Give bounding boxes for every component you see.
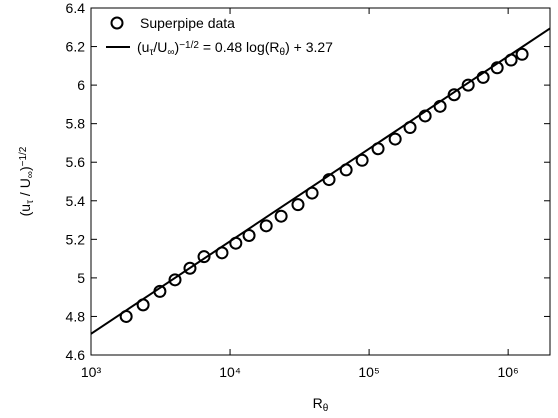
y-tick-label: 5.6 (66, 154, 86, 170)
data-point (515, 47, 529, 61)
text-part: ∞ (25, 171, 36, 178)
text-part: τ (25, 200, 36, 204)
data-point (197, 250, 211, 264)
text-part: τ (149, 47, 153, 58)
text-part: ) (17, 166, 33, 171)
y-tick-label: 6 (77, 77, 85, 93)
text-part: (u (17, 204, 33, 216)
text-part: Superpipe data (140, 15, 235, 31)
y-tick-label: 6.4 (66, 0, 86, 16)
y-tick-label: 5 (77, 270, 85, 286)
text-part: −1/2 (18, 146, 29, 166)
text-part: /U (153, 39, 167, 55)
data-point (355, 153, 369, 167)
x-axis-label: Rθ (313, 395, 329, 414)
text-part: ∞ (167, 47, 174, 58)
text-part: R (313, 395, 323, 411)
text-part: θ (280, 47, 286, 58)
text-part: (u (137, 39, 149, 55)
data-point (168, 273, 182, 287)
text-part: = 0.48 log(R (199, 39, 280, 55)
text-part: ) (175, 39, 180, 55)
data-point (274, 209, 288, 223)
x-tick-label: 10⁴ (219, 364, 241, 380)
text-part: / U (17, 178, 33, 200)
x-tick-label: 10³ (81, 364, 102, 380)
x-tick-label: 10⁶ (497, 364, 518, 380)
y-tick-label: 5.8 (66, 116, 86, 132)
data-point (242, 228, 256, 242)
data-point (183, 261, 197, 275)
fit-line (90, 27, 551, 335)
y-tick-label: 5.2 (66, 231, 86, 247)
y-tick-label: 4.6 (66, 347, 86, 363)
legend-marker (110, 16, 124, 30)
plot-frame (90, 7, 551, 356)
y-tick-label: 5.4 (66, 193, 86, 209)
legend-label: (uτ/U∞)−1/2 = 0.48 log(Rθ) + 3.27 (137, 39, 333, 58)
y-tick-label: 4.8 (66, 308, 86, 324)
data-point (388, 132, 402, 146)
data-point (259, 219, 273, 233)
data-point (461, 78, 475, 92)
y-tick-label: 6.2 (66, 39, 86, 55)
y-axis-label: (uτ / U∞)−1/2 (17, 146, 36, 216)
text-part: −1/2 (179, 40, 199, 51)
text-part: ) + 3.27 (285, 39, 333, 55)
data-point (291, 198, 305, 212)
legend-label: Superpipe data (140, 15, 235, 31)
text-part: θ (323, 403, 329, 414)
x-tick-label: 10⁵ (358, 364, 379, 380)
